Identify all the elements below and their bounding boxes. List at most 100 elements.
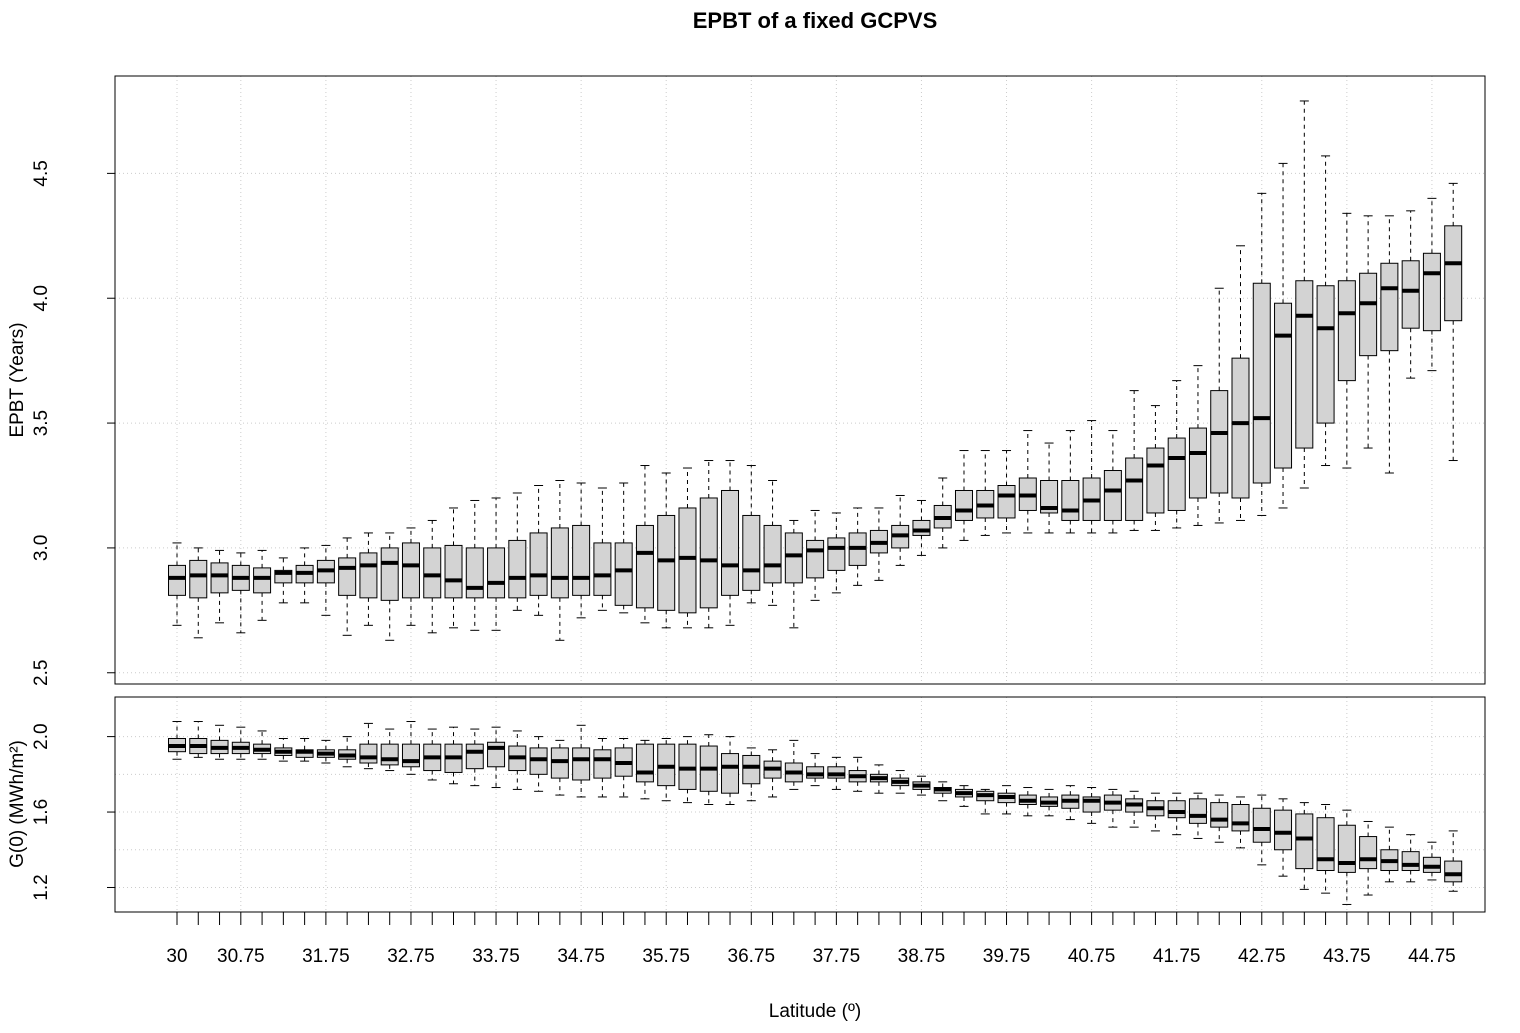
box: [550, 527, 569, 599]
y-axis-label: G(0) (MWh/m²): [7, 740, 28, 868]
box: [721, 753, 740, 794]
box: [784, 532, 803, 584]
box: [189, 559, 208, 599]
x-tick-label: 40.75: [1068, 946, 1116, 967]
box: [572, 524, 591, 596]
box: [614, 542, 633, 606]
box: [401, 743, 420, 768]
box: [1274, 809, 1293, 851]
box: [912, 519, 931, 536]
box: [487, 547, 506, 599]
box: [380, 547, 399, 601]
box: [1316, 285, 1335, 424]
box: [423, 547, 442, 599]
box: [806, 539, 825, 579]
box: [1061, 480, 1080, 521]
box: [593, 542, 612, 596]
plot-frame: [114, 75, 1486, 685]
box: [380, 743, 399, 766]
x-tick-label: 30.75: [217, 946, 265, 967]
box: [1359, 836, 1378, 870]
box: [954, 489, 973, 521]
box: [699, 497, 718, 609]
y-tick-label: 3.0: [31, 535, 52, 561]
x-tick-label: 33.75: [472, 946, 520, 967]
box: [1337, 280, 1356, 382]
box: [1422, 252, 1441, 332]
y-tick-label: 1.6: [31, 799, 52, 825]
box: [359, 743, 378, 764]
box: [338, 557, 357, 596]
x-tick-label: 30: [166, 946, 187, 967]
y-tick-label: 3.5: [31, 410, 52, 436]
x-tick-label: 31.75: [302, 946, 350, 967]
box: [1252, 282, 1271, 484]
plot-frame: [114, 696, 1486, 913]
x-axis-label: Latitude (º): [769, 1001, 862, 1022]
x-tick-label: 34.75: [557, 946, 605, 967]
box: [1231, 357, 1250, 499]
box: [1337, 824, 1356, 873]
box: [1274, 302, 1293, 469]
box: [508, 539, 527, 599]
y-tick-label: 4.5: [31, 160, 52, 186]
box: [1316, 817, 1335, 872]
y-tick-label: 2.5: [31, 660, 52, 686]
y-tick-label: 1.2: [31, 874, 52, 900]
box: [1444, 225, 1463, 322]
box: [1167, 800, 1186, 819]
y-axis-label: EPBT (Years): [7, 322, 28, 437]
y-tick-label: 4.0: [31, 285, 52, 311]
box: [827, 537, 846, 571]
x-tick-label: 36.75: [728, 946, 776, 967]
box: [721, 489, 740, 596]
box: [1040, 480, 1059, 514]
box: [1167, 437, 1186, 511]
box: [635, 524, 654, 609]
box: [359, 552, 378, 599]
x-tick-label: 39.75: [983, 946, 1031, 967]
box: [635, 743, 654, 783]
chart-title: EPBT of a fixed GCPVS: [693, 8, 938, 33]
box: [168, 564, 186, 596]
box: [1359, 272, 1378, 357]
box: [1380, 262, 1399, 352]
x-tick-label: 42.75: [1238, 946, 1286, 967]
box: [1188, 798, 1207, 824]
box: [678, 507, 697, 614]
x-tick-label: 44.75: [1408, 946, 1456, 967]
box: [1401, 260, 1420, 329]
box: [1146, 447, 1165, 514]
box: [1231, 804, 1250, 832]
box: [1188, 427, 1207, 499]
box: [593, 749, 612, 779]
box: [1252, 807, 1271, 843]
box: [572, 747, 591, 781]
box: [1401, 851, 1420, 872]
x-tick-label: 43.75: [1323, 946, 1371, 967]
box: [997, 484, 1016, 519]
y-tick-label: 2.0: [31, 723, 52, 749]
box: [1210, 390, 1229, 494]
box: [1125, 457, 1144, 521]
box: [210, 562, 229, 594]
box: [529, 532, 548, 596]
box: [763, 524, 782, 584]
x-tick-label: 37.75: [813, 946, 861, 967]
box: [1210, 802, 1229, 828]
box: [742, 754, 761, 785]
box: [444, 544, 463, 599]
box: [465, 743, 484, 770]
box: [1103, 470, 1122, 521]
x-tick-label: 35.75: [642, 946, 690, 967]
box: [1444, 860, 1463, 883]
x-tick-label: 41.75: [1153, 946, 1201, 967]
box: [742, 514, 761, 591]
box: [1295, 280, 1314, 449]
box: [401, 542, 420, 599]
x-tick-label: 38.75: [898, 946, 946, 967]
x-tick-label: 32.75: [387, 946, 435, 967]
box: [253, 567, 272, 594]
box: [465, 547, 484, 599]
